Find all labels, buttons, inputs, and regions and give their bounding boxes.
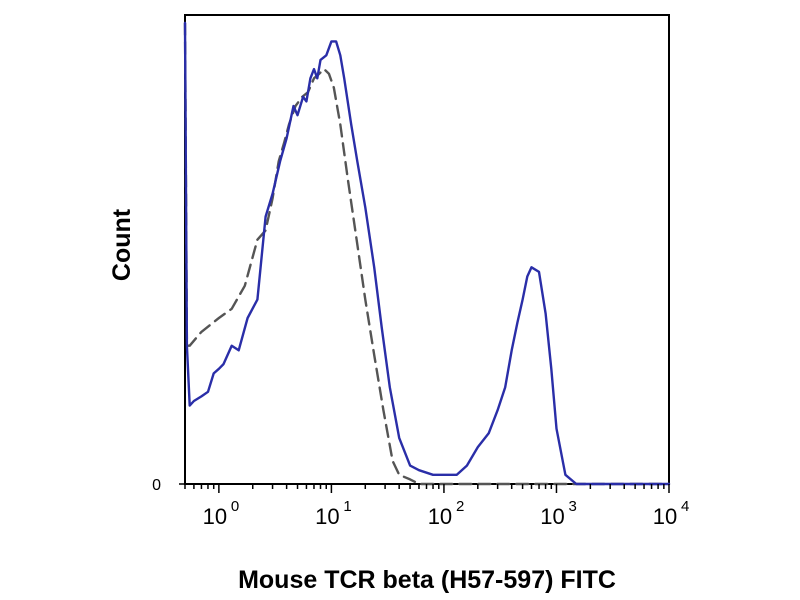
x-tick-exponent: 4 bbox=[681, 498, 689, 515]
x-tick-exponent: 2 bbox=[456, 498, 464, 515]
x-tick-label: 10 bbox=[315, 504, 339, 529]
x-tick-label: 10 bbox=[203, 504, 227, 529]
x-axis-ticks: 10 0 10 1 10 2 10 3 10 4 bbox=[184, 484, 689, 529]
y-axis-ticks: 0 bbox=[152, 477, 185, 494]
x-tick-label: 10 bbox=[428, 504, 452, 529]
series-layer bbox=[183, 21, 671, 486]
series-line-solid bbox=[183, 21, 671, 486]
x-tick-exponent: 0 bbox=[231, 498, 239, 515]
x-axis-label: Mouse TCR beta (H57-597) FITC bbox=[238, 566, 616, 594]
x-tick-label: 10 bbox=[540, 504, 564, 529]
y-tick-label: 0 bbox=[152, 477, 161, 494]
plot-frame bbox=[184, 14, 670, 485]
y-axis-label: Count bbox=[108, 208, 136, 281]
x-tick-exponent: 3 bbox=[568, 498, 576, 515]
x-tick-exponent: 1 bbox=[343, 498, 351, 515]
series-line-dashed bbox=[183, 21, 671, 486]
x-tick-label: 10 bbox=[653, 504, 677, 529]
